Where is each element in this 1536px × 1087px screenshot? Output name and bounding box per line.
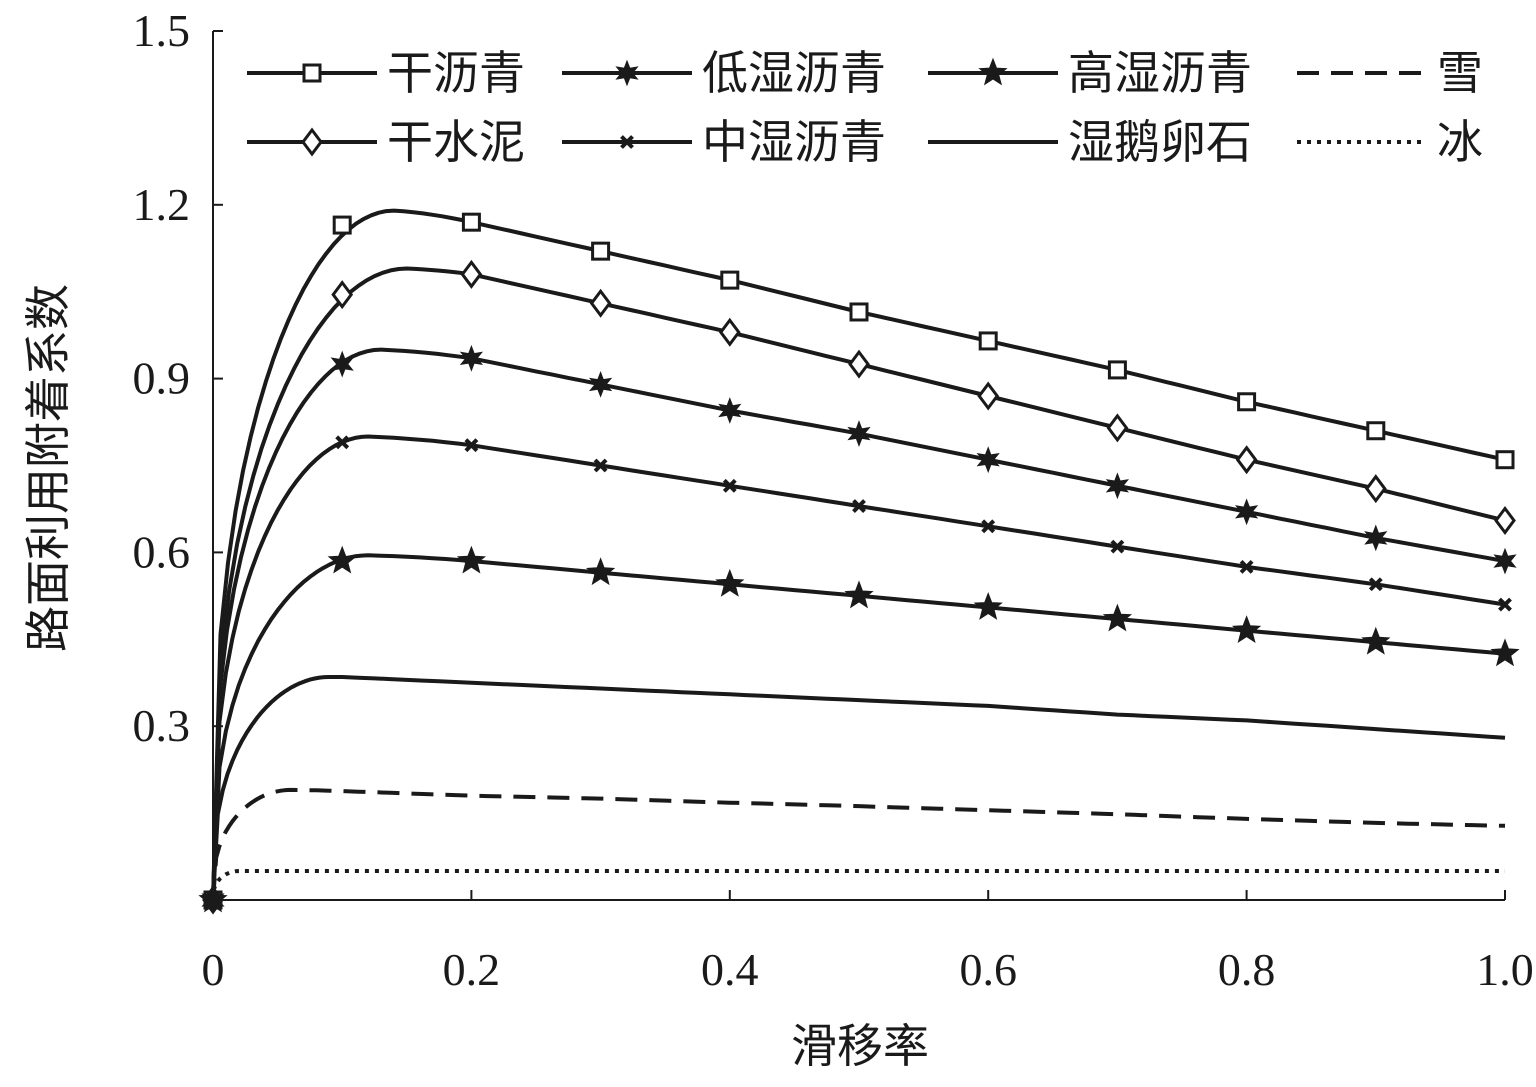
data-point: [589, 288, 612, 318]
data-point: [848, 349, 870, 379]
legend-marker: [978, 57, 1008, 86]
data-point: [1364, 524, 1388, 552]
legend-label: 高湿沥青: [1068, 48, 1252, 99]
data-point: [1105, 472, 1130, 500]
legend-item: 干水泥: [247, 117, 525, 168]
y-tick-label: 0.6: [133, 526, 191, 577]
x-tick-label: 0.6: [959, 944, 1017, 995]
series-2: [201, 344, 1517, 914]
series-layer: [198, 208, 1520, 915]
legend-marker: [620, 135, 634, 149]
data-point: [847, 420, 871, 448]
data-point: [976, 446, 1000, 474]
series-6: [211, 787, 1506, 901]
legend-label: 冰: [1437, 117, 1483, 168]
data-point: [1231, 615, 1262, 644]
data-point: [1361, 626, 1391, 655]
data-point: [1102, 603, 1133, 632]
y-tick-label: 1.2: [133, 179, 191, 230]
x-axis-title: 滑移率: [791, 1021, 929, 1072]
series-0: [203, 208, 1515, 910]
data-point: [849, 302, 869, 322]
data-point: [973, 591, 1003, 620]
legend-label: 干水泥: [387, 117, 525, 168]
data-point: [459, 344, 484, 372]
data-point: [1106, 413, 1129, 443]
series-line: [211, 869, 1505, 901]
data-point: [464, 438, 479, 453]
data-point: [852, 499, 866, 513]
data-point: [981, 519, 996, 534]
x-tick-label: 1.0: [1476, 944, 1534, 995]
legend-marker: [301, 127, 323, 157]
data-point: [1364, 474, 1387, 504]
data-point: [1366, 421, 1386, 441]
data-point: [461, 212, 481, 232]
data-point: [327, 545, 357, 574]
data-point: [844, 580, 874, 609]
data-point: [330, 350, 354, 378]
series-line: [211, 787, 1506, 901]
legend-item: 高湿沥青: [928, 48, 1252, 99]
data-point: [456, 545, 487, 574]
data-point: [591, 241, 611, 261]
data-point: [978, 331, 998, 351]
y-axis-title: 路面利用附着系数: [23, 284, 74, 652]
data-point: [588, 370, 613, 398]
legend-item: 低湿沥青: [562, 48, 886, 99]
data-point: [1237, 392, 1257, 412]
legend-label: 雪: [1437, 48, 1483, 99]
data-point: [1494, 506, 1516, 536]
data-point: [1490, 638, 1520, 667]
data-point: [722, 478, 737, 493]
axes: 0 0.2 0.4 0.6 0.8 1.0 0.3 0.6 0.9 1.2 1.5: [133, 5, 1534, 995]
y-tick-label: 0.3: [133, 700, 191, 751]
legend-label: 干沥青: [387, 48, 525, 99]
data-point: [715, 568, 745, 597]
data-point: [1498, 597, 1512, 612]
x-tick-label: 0.4: [701, 944, 759, 995]
data-point: [718, 317, 741, 347]
x-tick-label: 0.8: [1218, 944, 1276, 995]
data-point: [1368, 577, 1383, 592]
data-point: [331, 280, 354, 310]
legend-item: 中湿沥青: [562, 117, 886, 168]
legend-label: 低湿沥青: [702, 48, 886, 99]
data-point: [1107, 360, 1127, 380]
y-tick-label: 1.5: [133, 5, 191, 56]
x-tick-label: 0.2: [443, 944, 501, 995]
data-point: [335, 435, 350, 450]
legend-marker: [615, 59, 639, 87]
data-point: [1234, 498, 1259, 526]
data-point: [718, 397, 742, 424]
data-point: [585, 557, 616, 586]
legend-item: 雪: [1297, 48, 1483, 99]
series-3: [206, 434, 1512, 907]
series-5: [211, 675, 1506, 901]
data-point: [1235, 445, 1258, 475]
data-point: [1493, 547, 1517, 575]
series-line: [211, 675, 1506, 901]
x-tick-label: 0: [202, 944, 225, 995]
data-point: [1239, 559, 1254, 574]
series-4: [198, 545, 1520, 913]
legend-label: 中湿沥青: [702, 117, 886, 168]
legend-item: 湿鹅卵石: [928, 117, 1252, 168]
series-7: [211, 869, 1505, 901]
data-point: [1495, 450, 1515, 470]
data-point: [332, 215, 352, 235]
data-point: [720, 270, 740, 290]
data-point: [1110, 539, 1125, 554]
legend-item: 冰: [1297, 117, 1483, 168]
data-point: [593, 458, 608, 473]
legend-marker: [302, 63, 322, 83]
legend-item: 干沥青: [247, 48, 525, 99]
y-tick-label: 0.9: [133, 353, 191, 404]
data-point: [460, 259, 483, 289]
series-line: [211, 553, 1506, 901]
data-point: [977, 381, 1000, 411]
legend-label: 湿鹅卵石: [1068, 117, 1252, 168]
